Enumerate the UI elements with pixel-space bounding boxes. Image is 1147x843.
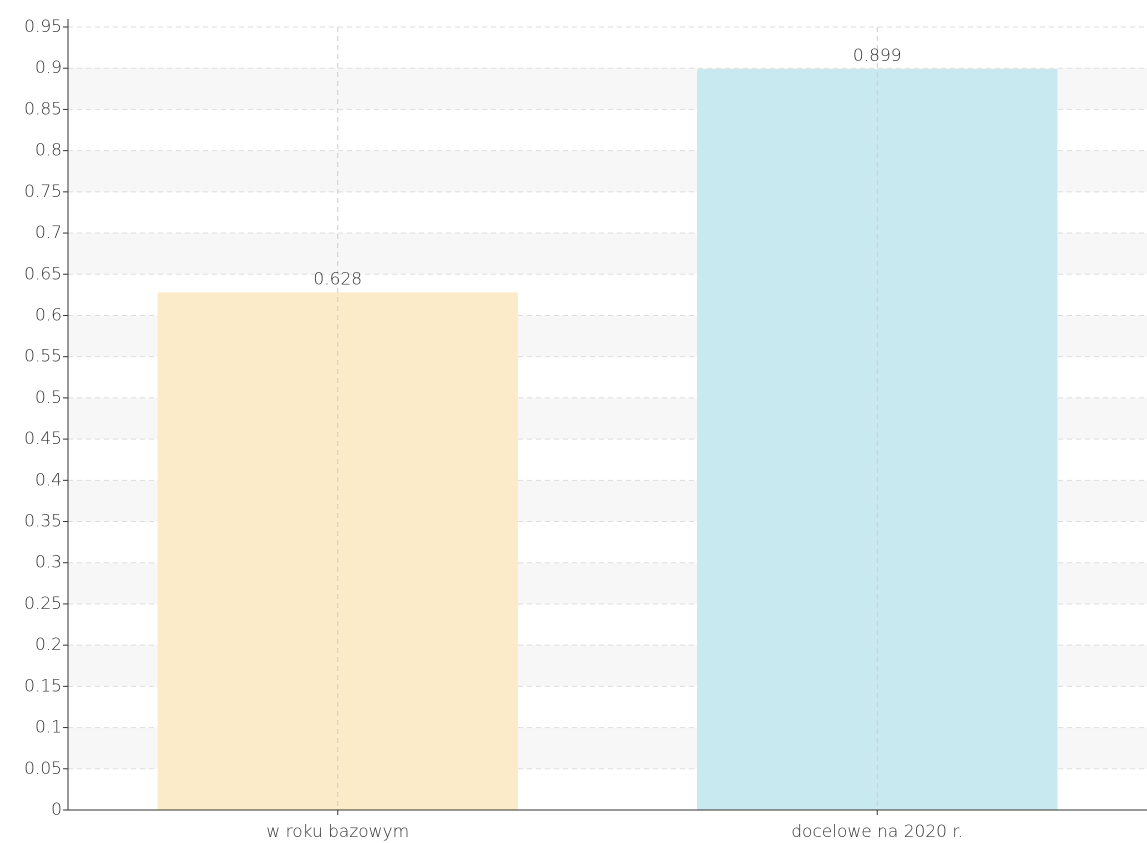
y-tick-label: 0.85 <box>24 99 62 119</box>
value-label: 0.628 <box>313 269 362 289</box>
y-tick-label: 0.25 <box>24 594 62 614</box>
y-tick-label: 0.7 <box>35 223 62 243</box>
y-tick-label: 0.5 <box>35 388 62 408</box>
y-tick-label: 0.95 <box>24 17 62 37</box>
y-tick-label: 0 <box>51 800 62 820</box>
y-tick-label: 0.9 <box>35 58 62 78</box>
y-tick-label: 0.35 <box>24 512 62 532</box>
y-tick-label: 0.15 <box>24 676 62 696</box>
x-tick-label: docelowe na 2020 r. <box>791 822 963 842</box>
y-tick-label: 0.45 <box>24 429 62 449</box>
y-tick-label: 0.4 <box>35 470 62 490</box>
y-tick-label: 0.75 <box>24 182 62 202</box>
value-label: 0.899 <box>853 46 902 66</box>
y-tick-label: 0.65 <box>24 264 62 284</box>
y-tick-label: 0.05 <box>24 759 62 779</box>
y-tick-label: 0.2 <box>35 635 62 655</box>
x-tick-label: w roku bazowym <box>266 822 409 842</box>
y-tick-label: 0.55 <box>24 347 62 367</box>
y-tick-label: 0.6 <box>35 305 62 325</box>
y-tick-label: 0.1 <box>35 718 62 738</box>
y-tick-label: 0.8 <box>35 141 62 161</box>
y-tick-label: 0.3 <box>35 553 62 573</box>
